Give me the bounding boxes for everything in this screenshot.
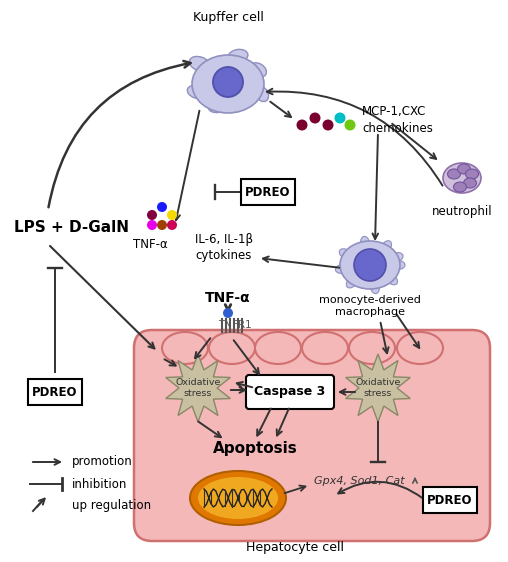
Ellipse shape — [228, 49, 248, 62]
Circle shape — [167, 210, 177, 220]
Ellipse shape — [361, 237, 370, 250]
Ellipse shape — [386, 274, 398, 285]
Circle shape — [147, 220, 157, 230]
FancyBboxPatch shape — [423, 487, 477, 513]
Ellipse shape — [335, 264, 350, 274]
Ellipse shape — [454, 182, 466, 192]
Ellipse shape — [255, 332, 301, 364]
Circle shape — [157, 202, 167, 212]
Text: Caspase 3: Caspase 3 — [255, 386, 326, 398]
Circle shape — [147, 210, 157, 220]
Polygon shape — [345, 354, 410, 422]
Text: Oxidative
stress: Oxidative stress — [355, 378, 401, 398]
FancyBboxPatch shape — [134, 330, 490, 541]
Ellipse shape — [340, 241, 400, 289]
Text: up regulation: up regulation — [72, 498, 151, 511]
Ellipse shape — [162, 332, 208, 364]
Ellipse shape — [370, 280, 379, 293]
Text: neutrophil: neutrophil — [432, 205, 492, 218]
Text: PDREO: PDREO — [32, 386, 78, 398]
Text: TNFR1: TNFR1 — [218, 320, 251, 330]
Text: Apoptosis: Apoptosis — [213, 441, 297, 455]
Ellipse shape — [249, 63, 266, 77]
Text: PDREO: PDREO — [427, 493, 473, 506]
Text: Oxidative
stress: Oxidative stress — [175, 378, 220, 398]
Text: promotion: promotion — [72, 455, 133, 469]
Ellipse shape — [189, 56, 211, 71]
FancyBboxPatch shape — [241, 179, 295, 205]
Ellipse shape — [346, 276, 358, 288]
Ellipse shape — [192, 55, 264, 113]
Ellipse shape — [187, 85, 205, 98]
Text: inhibition: inhibition — [72, 478, 128, 491]
Ellipse shape — [465, 169, 479, 179]
Ellipse shape — [209, 332, 255, 364]
Ellipse shape — [339, 249, 352, 259]
Ellipse shape — [390, 252, 403, 262]
Circle shape — [157, 220, 167, 230]
Ellipse shape — [302, 332, 348, 364]
Text: PDREO: PDREO — [245, 185, 291, 198]
Text: MCP-1,CXC
chemokines: MCP-1,CXC chemokines — [362, 106, 433, 134]
Ellipse shape — [463, 178, 477, 188]
FancyBboxPatch shape — [246, 375, 334, 409]
Circle shape — [167, 220, 177, 230]
Text: Kupffer cell: Kupffer cell — [193, 11, 264, 25]
Text: TNF-α: TNF-α — [205, 291, 251, 305]
Text: TNF-α: TNF-α — [133, 238, 167, 252]
Ellipse shape — [349, 332, 395, 364]
Circle shape — [354, 249, 386, 281]
Text: IL-6, IL-1β
cytokines: IL-6, IL-1β cytokines — [195, 233, 253, 262]
Circle shape — [297, 120, 307, 130]
Text: LPS + D-GalN: LPS + D-GalN — [14, 220, 129, 235]
Circle shape — [223, 308, 233, 318]
Ellipse shape — [448, 169, 460, 179]
FancyBboxPatch shape — [28, 379, 82, 405]
Ellipse shape — [190, 471, 286, 525]
Ellipse shape — [458, 164, 470, 174]
Ellipse shape — [391, 261, 405, 270]
Circle shape — [344, 120, 356, 130]
Circle shape — [309, 112, 321, 124]
Ellipse shape — [208, 99, 228, 112]
Ellipse shape — [380, 241, 392, 253]
Circle shape — [334, 112, 345, 124]
Ellipse shape — [256, 87, 269, 102]
Text: monocyte-derived
macrophage: monocyte-derived macrophage — [319, 295, 421, 318]
Circle shape — [323, 120, 333, 130]
Polygon shape — [166, 354, 230, 422]
Ellipse shape — [213, 67, 243, 97]
Text: Hepatocyte cell: Hepatocyte cell — [246, 542, 344, 555]
Ellipse shape — [198, 477, 278, 519]
Ellipse shape — [397, 332, 443, 364]
Ellipse shape — [443, 163, 481, 193]
Text: Gpx4, Sod1, Cat: Gpx4, Sod1, Cat — [314, 476, 405, 486]
